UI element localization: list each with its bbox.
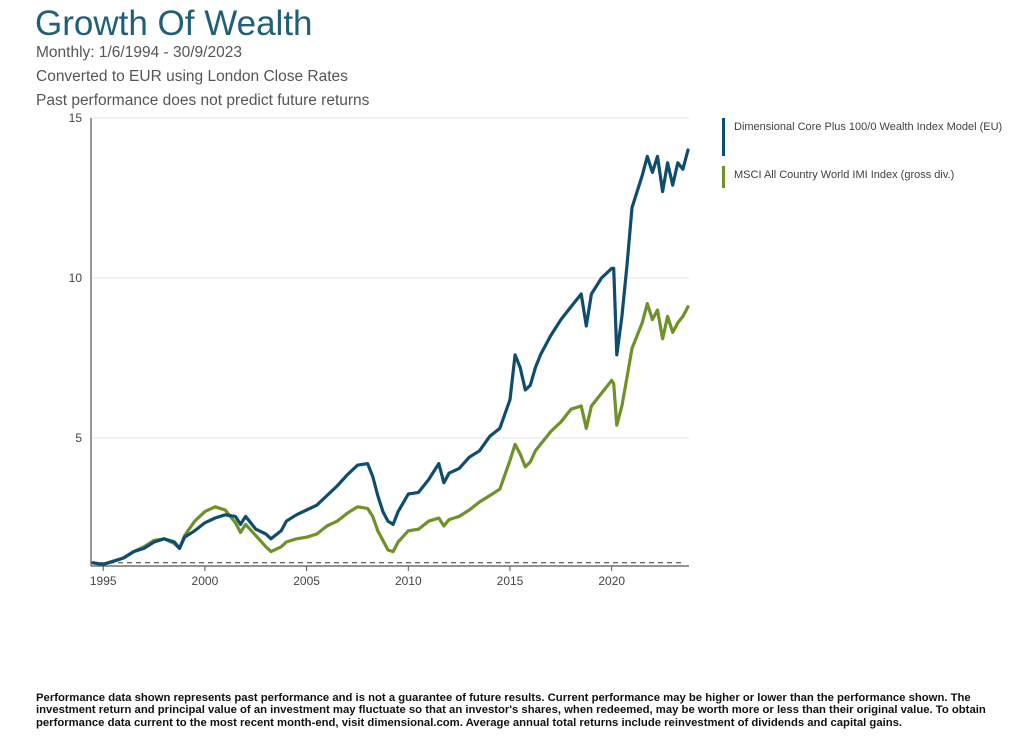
y-tick-label: 10 — [69, 271, 83, 285]
legend-swatch-dimensional — [722, 118, 725, 156]
x-tick-label: 2000 — [192, 574, 219, 588]
series-line-dimensional — [91, 148, 690, 566]
x-tick-label: 2015 — [497, 574, 524, 588]
y-tick-label: 15 — [69, 111, 83, 125]
legend-item-dimensional[interactable]: Dimensional Core Plus 100/0 Wealth Index… — [722, 118, 1002, 156]
legend-label-dimensional: Dimensional Core Plus 100/0 Wealth Index… — [734, 121, 1003, 133]
legend-swatch-msci — [722, 166, 725, 188]
page-title: Growth Of Wealth — [35, 4, 313, 43]
disclaimer-subtitle: Past performance does not predict future… — [36, 92, 370, 109]
series-line-msci — [91, 302, 690, 566]
period-subtitle: Monthly: 1/6/1994 - 30/9/2023 — [36, 44, 242, 61]
performance-footnote: Performance data shown represents past p… — [36, 692, 986, 729]
x-tick-label: 2020 — [598, 574, 625, 588]
x-tick-label: 2005 — [293, 574, 320, 588]
legend-label-msci: MSCI All Country World IMI Index (gross … — [734, 169, 955, 181]
legend-item-msci[interactable]: MSCI All Country World IMI Index (gross … — [722, 166, 954, 188]
y-tick-label: 5 — [75, 431, 82, 445]
conversion-subtitle: Converted to EUR using London Close Rate… — [36, 68, 348, 85]
x-tick-label: 1995 — [90, 574, 117, 588]
x-tick-label: 2010 — [395, 574, 422, 588]
